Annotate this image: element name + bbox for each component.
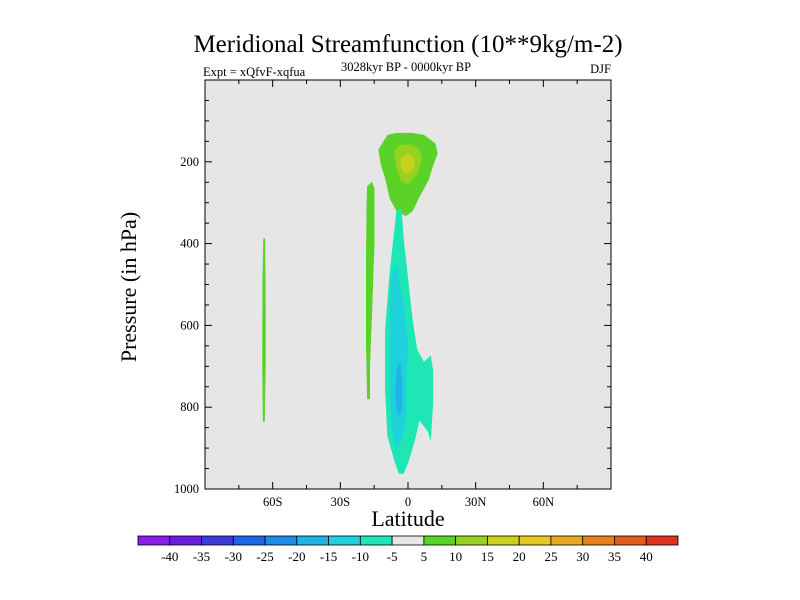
contour-positive-upper-peak <box>400 153 416 175</box>
colorbar-label: 5 <box>421 549 428 564</box>
contour-fills <box>262 132 438 474</box>
chart-title: Meridional Streamfunction (10**9kg/m-2) <box>193 31 622 58</box>
colorbar: -40 -35 -30 -25 -20 -15 -10 -5 5 10 15 20 25 30 35 40 <box>137 535 679 564</box>
x-tick-label: 0 <box>405 495 411 509</box>
y-tick-label: 600 <box>180 318 199 332</box>
colorbar-box <box>359 535 393 546</box>
colorbar-label: 40 <box>640 549 653 564</box>
colorbar-box <box>264 535 298 546</box>
x-tick-label: 60S <box>263 495 283 509</box>
x-axis-title: Latitude <box>371 506 444 531</box>
colorbar-label: -5 <box>387 549 398 564</box>
colorbar-box <box>328 535 361 546</box>
colorbar-box <box>455 535 488 546</box>
colorbar-box <box>423 535 457 546</box>
y-axis-title: Pressure (in hPa) <box>116 212 141 362</box>
colorbar-box <box>201 535 234 546</box>
colorbar-label: -10 <box>352 549 369 564</box>
y-tick-label: 1000 <box>174 482 199 496</box>
colorbar-label: 30 <box>576 549 589 564</box>
colorbar-label: 20 <box>513 549 526 564</box>
contour-positive-south-strip <box>262 238 266 422</box>
colorbar-label: -15 <box>320 549 337 564</box>
y-tick-label: 400 <box>180 237 199 251</box>
axis-ticks: 60S 30S 0 30N 60N 200 400 600 800 1000 <box>174 80 611 509</box>
colorbar-label: -30 <box>225 549 242 564</box>
colorbar-label: 15 <box>481 549 494 564</box>
colorbar-label: 10 <box>449 549 462 564</box>
contour-negative-tropical-core <box>389 265 409 449</box>
experiment-label: Expt = xQfvF-xqfua <box>203 65 306 79</box>
colorbar-box <box>614 535 647 546</box>
x-tick-label: 30S <box>331 495 351 509</box>
colorbar-box <box>550 535 584 546</box>
colorbar-label: -40 <box>161 549 178 564</box>
contour-positive-mid-band <box>365 181 375 400</box>
colorbar-box <box>232 535 266 546</box>
colorbar-label: 35 <box>608 549 621 564</box>
colorbar-box <box>296 535 329 546</box>
colorbar-label: -35 <box>193 549 210 564</box>
colorbar-box <box>582 535 615 546</box>
time-range-label: 3028kyr BP - 0000kyr BP <box>341 60 471 74</box>
colorbar-box <box>487 535 520 546</box>
y-tick-label: 200 <box>180 155 199 169</box>
colorbar-box <box>169 535 202 546</box>
colorbar-box <box>518 535 552 546</box>
season-label: DJF <box>590 62 611 76</box>
colorbar-label: -25 <box>256 549 273 564</box>
contour-negative-tropical-peak <box>395 362 403 416</box>
colorbar-box <box>391 535 425 546</box>
colorbar-box <box>645 535 679 546</box>
colorbar-label: 25 <box>544 549 557 564</box>
colorbar-box <box>137 535 171 546</box>
colorbar-label: -20 <box>288 549 305 564</box>
x-tick-label: 60N <box>533 495 555 509</box>
x-tick-label: 30N <box>465 495 487 509</box>
y-tick-label: 800 <box>180 400 199 414</box>
